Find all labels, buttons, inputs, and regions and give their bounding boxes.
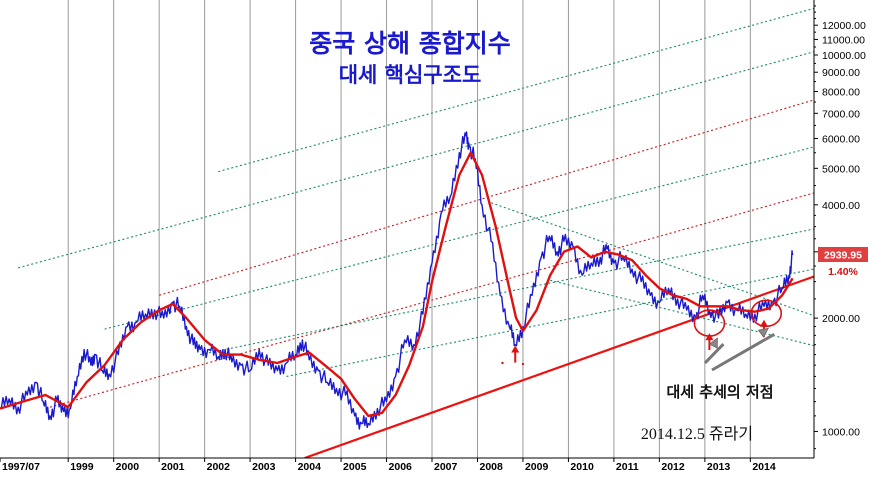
callout-arrow-head: [757, 327, 769, 338]
trend-line-channel: [159, 99, 814, 296]
trend-line-channel: [199, 228, 814, 356]
x-tick-label: 2005: [343, 461, 367, 473]
x-tick-label: 2011: [616, 461, 639, 473]
y-tick-label: 12000.00: [822, 20, 866, 32]
annotation-date-author: 2014.12.5 쥬라기: [641, 425, 753, 443]
y-tick-label: 11000.00: [822, 34, 865, 46]
x-tick-label: 2006: [389, 461, 413, 473]
callout-arrow-shaft: [711, 332, 775, 372]
x-tick-label: 2009: [525, 461, 549, 473]
x-tick-label: 2004: [298, 461, 322, 473]
last-value-change: 1.40%: [828, 266, 858, 278]
marker-arrow-head: [705, 333, 714, 341]
y-tick-label: 1000.00: [822, 426, 860, 438]
trend-line-channel: [218, 7, 814, 173]
y-tick-label: 4000.00: [822, 200, 860, 212]
x-tick-label: 2001: [161, 461, 185, 473]
x-tick-label: 2003: [252, 461, 276, 473]
x-tick-label: 2008: [479, 461, 503, 473]
trend-line-channel-down: [550, 279, 814, 347]
trend-line-channel: [104, 146, 814, 330]
trend-line-channel-down: [490, 202, 814, 317]
series-line-moving-average: [0, 151, 794, 418]
chart-subtitle: 대세 핵심구조도: [339, 63, 482, 87]
y-tick-label: 5000.00: [822, 163, 860, 175]
last-value-box: [818, 247, 868, 262]
minor-marker-dot: [521, 362, 525, 366]
marker-arrow-head: [511, 345, 520, 353]
y-tick-label: 8000.00: [822, 86, 860, 98]
callout-arrow-shaft: [703, 343, 725, 365]
x-tick-label: 2012: [661, 461, 685, 473]
chart-title: 중국 상해 종합지수: [309, 29, 510, 58]
x-tick-label: 2000: [116, 461, 140, 473]
y-tick-label: 9000.00: [822, 67, 860, 79]
series-layer: [0, 131, 794, 430]
y-tick-label: 10000.00: [822, 50, 866, 62]
annotation-trend-low: 대세 추세의 저점: [666, 383, 773, 401]
minor-marker-dot: [501, 361, 504, 365]
x-tick-label: 2007: [434, 461, 458, 473]
y-tick-label: 7000.00: [822, 108, 860, 120]
y-tick-label: 2000.00: [822, 313, 860, 325]
marker-arrow-head: [759, 319, 768, 327]
x-tick-label: 2002: [207, 461, 231, 473]
x-tick-label: 2010: [570, 461, 594, 473]
y-tick-label: 6000.00: [822, 134, 860, 146]
x-tick-label: 1999: [70, 461, 94, 473]
trend-line-channel: [286, 268, 814, 377]
last-value-label: 2939.95: [824, 250, 862, 262]
x-tick-label: 1997/07: [2, 461, 40, 473]
callout-arrow-head: [708, 337, 718, 349]
markers-layer: [501, 299, 783, 372]
trend-line-channel: [49, 192, 814, 408]
x-tick-label: 2014: [752, 461, 776, 473]
x-tick-label: 2013: [707, 461, 731, 473]
grid: [67, 0, 751, 458]
